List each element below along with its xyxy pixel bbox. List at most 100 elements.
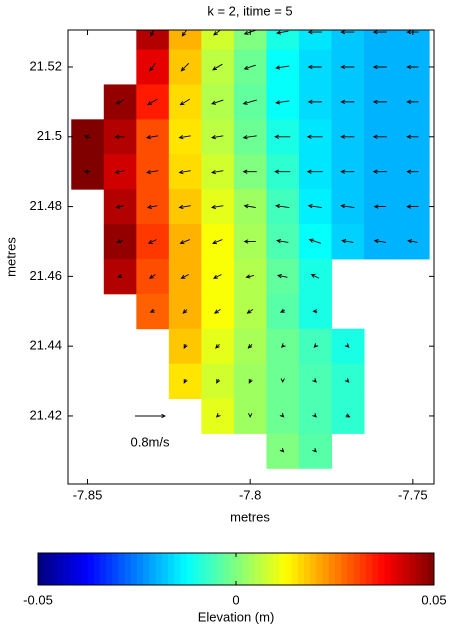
axes-box [67, 29, 435, 485]
velocity-arrow [344, 378, 350, 383]
y-tick-label: 21.46 [29, 268, 62, 283]
velocity-arrow [180, 274, 190, 279]
colorbar-swatch [421, 553, 429, 585]
velocity-arrow [312, 378, 317, 383]
velocity-arrow [216, 378, 221, 384]
elevation-cell [201, 30, 235, 51]
velocity-arrow [211, 204, 224, 210]
colorbar-swatch [223, 553, 231, 585]
colorbar-swatch [279, 553, 286, 585]
velocity-arrow [243, 64, 256, 70]
colorbar-swatch [353, 553, 361, 585]
colorbar-swatch [229, 553, 237, 585]
velocity-arrow [178, 169, 191, 175]
colorbar-tick-label: -0.05 [23, 592, 53, 607]
velocity-arrow [211, 135, 224, 140]
velocity-arrow [341, 238, 354, 244]
velocity-arrow [114, 134, 125, 139]
velocity-arrow [345, 413, 351, 418]
velocity-arrow [83, 169, 91, 174]
velocity-arrow [340, 169, 355, 174]
velocity-arrow [312, 309, 318, 314]
colorbar-swatch [403, 553, 410, 585]
velocity-arrow [179, 98, 191, 106]
elevation-cell [396, 30, 430, 51]
velocity-arrow [372, 64, 387, 70]
colorbar-swatch [248, 553, 256, 585]
colorbar-swatch [81, 553, 88, 585]
colorbar-swatch [44, 553, 51, 585]
velocity-arrow [279, 447, 285, 453]
colorbar-swatch [285, 553, 293, 585]
colorbar-swatch [359, 553, 367, 585]
velocity-arrow [147, 98, 158, 106]
colorbar-swatch [161, 553, 169, 585]
velocity-arrow [274, 169, 291, 174]
velocity-arrow [180, 62, 190, 72]
colorbar-swatch [384, 553, 392, 585]
velocity-arrow [275, 65, 290, 70]
colorbar-swatch [87, 553, 95, 585]
velocity-arrow [280, 378, 285, 384]
velocity-arrow [114, 169, 125, 175]
y-tick-label: 21.44 [29, 338, 62, 353]
velocity-arrow [178, 135, 191, 140]
velocity-arrow [373, 204, 386, 209]
velocity-arrow [372, 169, 387, 174]
velocity-arrow [145, 169, 159, 175]
colorbar-swatch [68, 553, 76, 585]
colorbar-swatch [266, 553, 274, 585]
velocity-arrow [147, 239, 157, 244]
colorbar-swatch [62, 553, 70, 585]
y-tick-label: 21.42 [29, 407, 62, 422]
velocity-arrow [406, 99, 419, 105]
colorbar-swatch [211, 553, 218, 585]
colorbar-swatch [143, 553, 150, 585]
colorbar-swatch [297, 553, 305, 585]
colorbar-swatch [365, 553, 373, 585]
colorbar-swatch [236, 553, 243, 585]
velocity-arrow [275, 203, 290, 209]
velocity-arrow [344, 343, 350, 348]
velocity-arrow [83, 134, 91, 139]
velocity-arrow [340, 134, 355, 139]
velocity-arrow [313, 343, 319, 348]
colorbar-swatch [149, 553, 157, 585]
colorbar-swatch [322, 553, 330, 585]
colorbar-swatch [118, 553, 126, 585]
elevation-cell [266, 30, 300, 51]
velocity-arrow [307, 64, 322, 70]
velocity-arrow [242, 135, 257, 140]
colorbar-swatch [205, 553, 212, 585]
colorbar-swatch [137, 553, 144, 585]
velocity-arrow [115, 99, 125, 105]
velocity-arrow [372, 134, 387, 139]
colorbar-swatch [335, 553, 342, 585]
colorbar-swatch [198, 553, 206, 585]
colorbar-swatch [75, 553, 82, 585]
colorbar-swatch [328, 553, 336, 585]
elevation-cell [136, 30, 170, 51]
colorbar-swatch [174, 553, 181, 585]
velocity-arrow [212, 239, 223, 245]
velocity-arrow [340, 99, 355, 105]
velocity-arrow [340, 64, 355, 70]
velocity-arrow [183, 344, 188, 349]
colorbar-swatch [38, 553, 45, 585]
colorbar-swatch [130, 553, 138, 585]
velocity-arrow [115, 204, 124, 209]
elevation-cell [233, 30, 267, 51]
velocity-arrow [212, 63, 223, 71]
velocity-arrow [213, 309, 221, 314]
velocity-arrow [243, 204, 256, 209]
velocity-arrow [373, 238, 387, 244]
colorbar-swatch [124, 553, 132, 585]
colorbar-swatch [217, 553, 225, 585]
colorbar-swatch [99, 553, 107, 585]
velocity-arrow [307, 203, 322, 209]
velocity-arrow [182, 309, 188, 314]
colorbar-swatch [192, 553, 200, 585]
colorbar-swatch [341, 553, 348, 585]
velocity-arrow [406, 169, 419, 174]
